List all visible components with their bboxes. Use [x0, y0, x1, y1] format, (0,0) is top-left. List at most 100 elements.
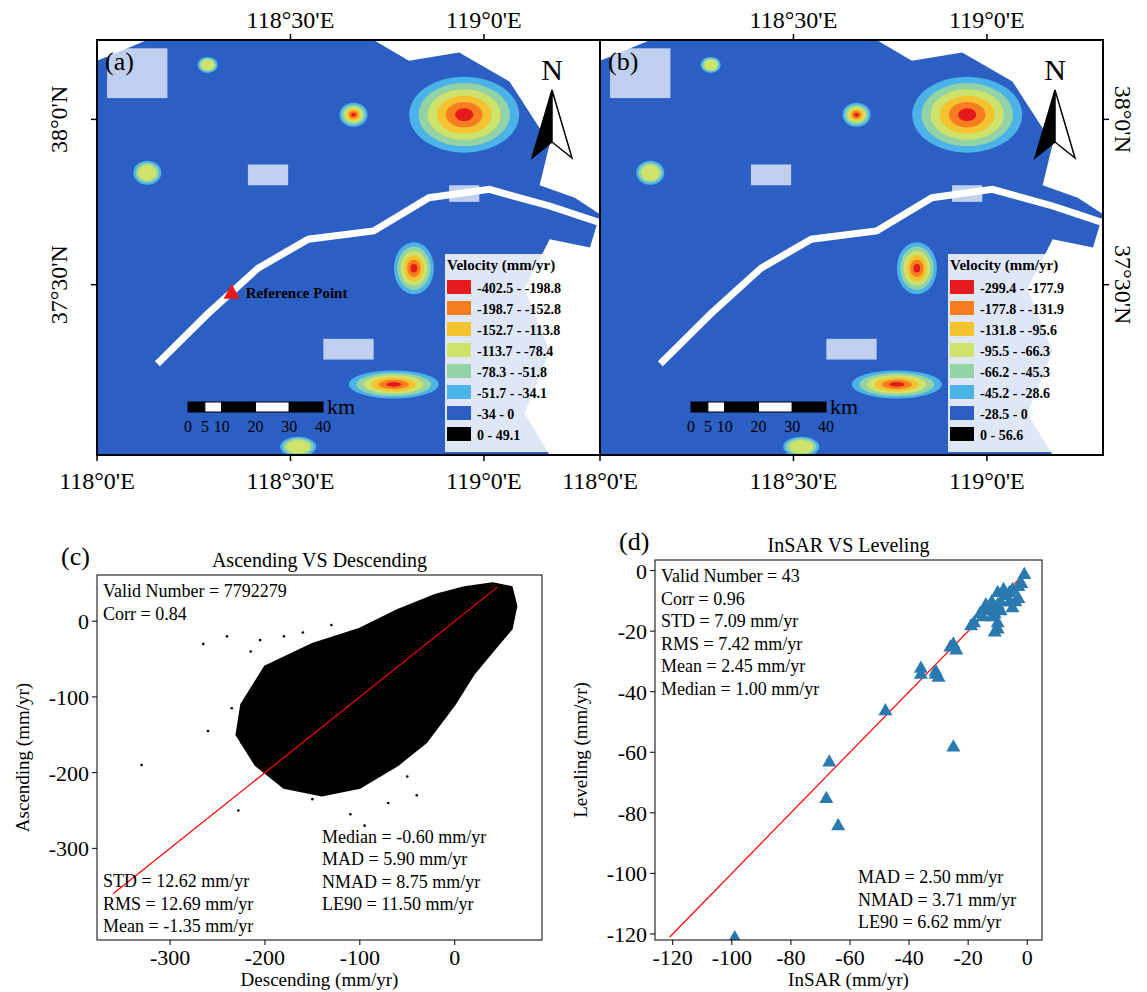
tick-label: -100: [607, 861, 647, 886]
plot-frame: [655, 560, 1042, 940]
hotspot: [789, 440, 813, 453]
point: [929, 667, 943, 679]
tick-label: -60: [835, 945, 864, 970]
hotspot: [418, 83, 510, 146]
no-data: [751, 165, 791, 186]
tick-label: -300: [150, 945, 190, 970]
scale-segment: [222, 402, 256, 412]
hotspot: [379, 380, 409, 389]
hotspot: [201, 60, 214, 71]
legend-label: -95.5 - -66.3: [980, 344, 1050, 359]
legend-label: -51.7 - -34.1: [477, 386, 547, 401]
legend-label: -299.4 - -177.9: [980, 281, 1064, 296]
plot-marks: [113, 583, 516, 893]
hotspot: [704, 60, 717, 71]
scale-label: 40: [818, 418, 834, 435]
scale-label: 0: [687, 418, 695, 435]
hotspot: [912, 77, 1022, 153]
hotspot: [852, 111, 861, 119]
legend-label: -113.7 - -78.4: [477, 344, 553, 359]
hotspot: [283, 438, 313, 455]
tick-label: 0: [449, 945, 460, 970]
point: [387, 802, 390, 805]
scale-segment: [188, 402, 205, 412]
legend-swatch: [447, 385, 471, 399]
point: [728, 930, 742, 940]
tick: [483, 34, 485, 40]
hotspot: [889, 382, 904, 387]
tick-label: 0: [78, 609, 89, 634]
hotspot: [701, 57, 721, 73]
hotspot: [854, 113, 859, 117]
scale-label: 40: [315, 418, 331, 435]
legend-swatch: [950, 385, 974, 399]
point: [283, 635, 286, 638]
axis-title: InSAR (mm/yr): [788, 969, 909, 991]
tick-label: 38°0'N: [46, 86, 72, 153]
scale-segment: [691, 402, 708, 412]
stat: MAD = 2.50 mm/yr: [858, 867, 1003, 887]
tick: [650, 752, 655, 753]
tick-label: -200: [245, 945, 285, 970]
legend-label: -45.2 - -28.6: [980, 386, 1050, 401]
point: [1014, 576, 1028, 588]
map-land: [600, 40, 1103, 455]
scale-segment: [289, 402, 323, 412]
point: [207, 730, 210, 733]
stat: LE90 = 11.50 mm/yr: [322, 894, 473, 914]
point: [302, 631, 305, 634]
point: [249, 650, 252, 653]
tick-label: -80: [618, 801, 647, 826]
tick: [793, 34, 795, 40]
tick: [986, 455, 988, 461]
legend-swatch: [950, 301, 974, 315]
legend-swatch: [447, 301, 471, 315]
hotspot: [428, 89, 501, 140]
tick-label: -100: [712, 945, 752, 970]
north-arrow: [1035, 90, 1055, 158]
tick-label: -100: [340, 945, 380, 970]
no-data: [248, 165, 288, 186]
panel-letter: (d): [619, 527, 649, 556]
tick-label: 118°30'E: [247, 7, 335, 33]
title: InSAR VS Leveling: [768, 534, 930, 557]
map-land: [97, 40, 600, 455]
tick-label: 118°0'E: [59, 468, 135, 494]
tick-label: 0: [1022, 945, 1033, 970]
hotspot: [882, 380, 912, 389]
point: [202, 643, 205, 646]
stat: Mean = 2.45 mm/yr: [661, 656, 805, 676]
map-frame: [97, 40, 600, 455]
legend-box: [948, 254, 1098, 452]
stat: STD = 7.09 mm/yr: [661, 611, 798, 631]
hotspot: [921, 83, 1013, 146]
north-arrow: [552, 90, 572, 158]
hotspot: [199, 58, 216, 71]
hotspot: [867, 375, 927, 394]
point: [946, 739, 960, 751]
hotspot: [356, 373, 431, 396]
hotspot: [702, 58, 719, 71]
point: [973, 606, 987, 618]
legend-label: -131.8 - -95.6: [980, 323, 1057, 338]
tick-label: -100: [49, 685, 89, 710]
hotspot: [641, 165, 660, 181]
tick: [92, 696, 97, 697]
panel-letter: (c): [61, 542, 90, 571]
legend-swatch: [447, 427, 471, 441]
scale-label: 5: [201, 418, 209, 435]
stat: Valid Number = 43: [661, 566, 800, 586]
scale-label: 0: [184, 418, 192, 435]
scale-label: 5: [704, 418, 712, 435]
tick: [793, 455, 795, 461]
hotspot: [931, 89, 1004, 140]
scale-label: 10: [214, 418, 230, 435]
hotspot: [351, 113, 356, 117]
legend-swatch: [950, 427, 974, 441]
legend-swatch: [447, 280, 471, 294]
map-ground: [97, 40, 600, 455]
scale-segment: [708, 402, 725, 412]
hotspot: [133, 161, 161, 185]
hotspot: [198, 57, 218, 73]
hotspot: [940, 96, 995, 134]
